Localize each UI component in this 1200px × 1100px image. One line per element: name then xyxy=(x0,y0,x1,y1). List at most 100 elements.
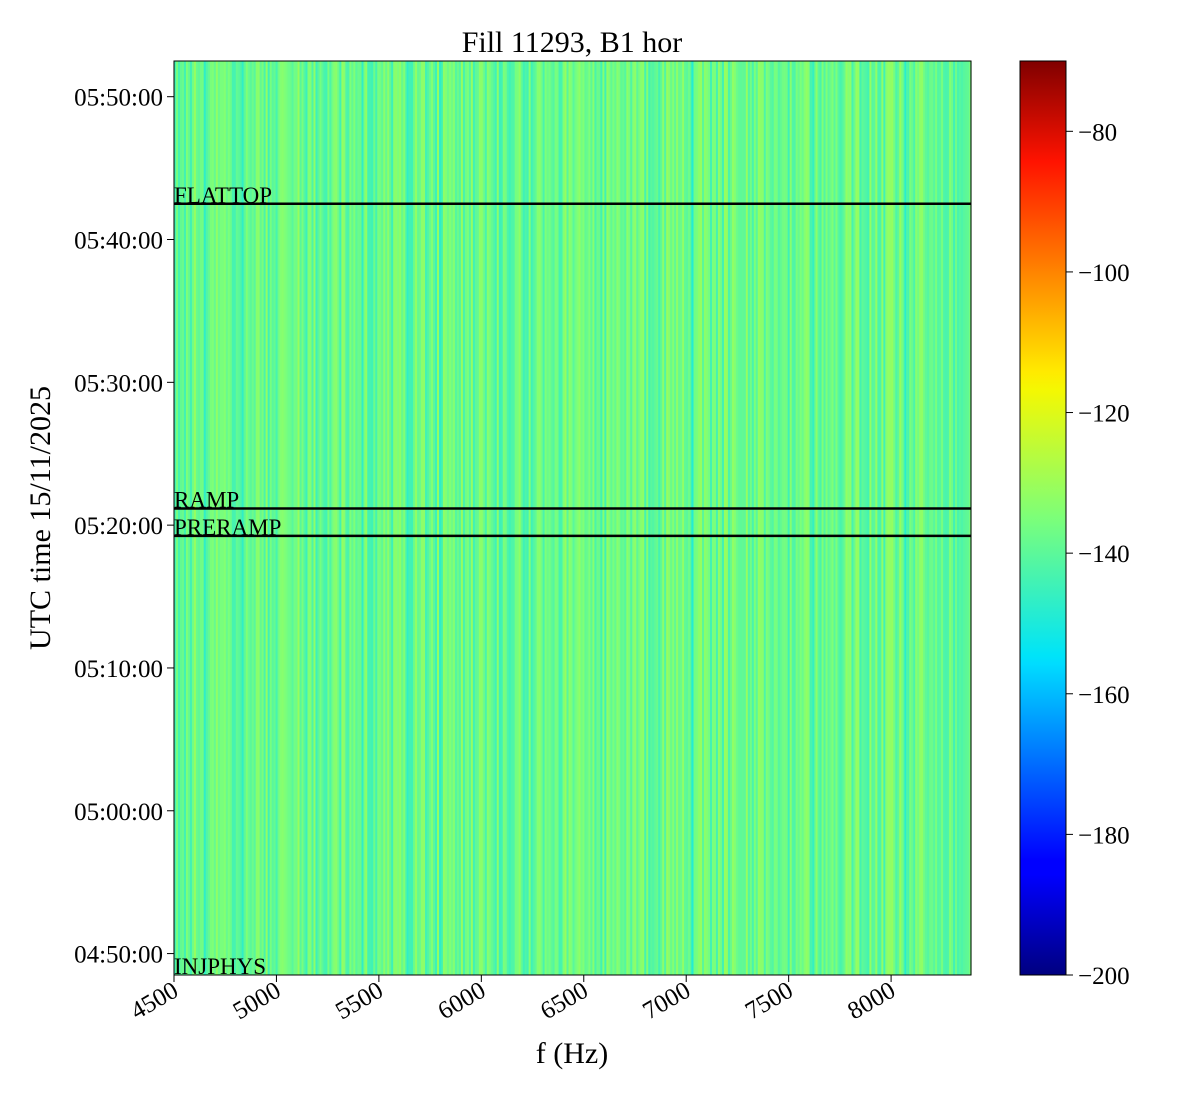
x-tick-label: 6000 xyxy=(434,977,491,1025)
heatmap-column xyxy=(548,61,552,975)
heatmap-column xyxy=(578,61,582,975)
heatmap-column xyxy=(560,61,564,975)
x-tick-label: 7500 xyxy=(741,977,798,1025)
heatmap-column xyxy=(853,61,857,975)
heatmap-column xyxy=(393,61,396,975)
heatmap-column xyxy=(520,61,524,975)
heatmap-column xyxy=(823,61,827,975)
heatmap-column xyxy=(375,61,378,975)
heatmap-column xyxy=(387,61,390,975)
y-tick-label: 05:30:00 xyxy=(74,370,163,397)
colorbar-tick-label: −140 xyxy=(1078,541,1130,568)
heatmap-column xyxy=(624,61,627,975)
heatmap-column xyxy=(442,61,446,975)
heatmap-column xyxy=(797,61,801,975)
heatmap-column xyxy=(275,61,279,975)
heatmap-column xyxy=(215,61,219,975)
heatmap-column xyxy=(622,61,625,975)
heatmap-column xyxy=(805,61,809,975)
colorbar-tick-label: −200 xyxy=(1078,963,1130,990)
heatmap-column xyxy=(359,61,362,975)
heatmap-column xyxy=(889,61,892,975)
heatmap-column xyxy=(939,61,942,975)
heatmap-column xyxy=(508,61,512,975)
heatmap-column xyxy=(929,61,932,975)
heatmap-column xyxy=(389,61,392,975)
heatmap-column xyxy=(680,61,683,975)
heatmap-column xyxy=(616,61,619,975)
heatmap-column xyxy=(867,61,870,975)
heatmap-column xyxy=(909,61,912,975)
heatmap-column xyxy=(177,61,181,975)
heatmap-column xyxy=(841,61,845,975)
y-tick-label: 05:00:00 xyxy=(74,799,163,826)
heatmap-column xyxy=(711,61,715,975)
heatmap-column xyxy=(905,61,908,975)
heatmap-column xyxy=(355,61,358,975)
heatmap-column xyxy=(947,61,950,975)
heatmap-column xyxy=(476,61,480,975)
heatmap-column xyxy=(801,61,805,975)
heatmap-column xyxy=(664,61,667,975)
heatmap-column xyxy=(279,61,283,975)
heatmap-column xyxy=(536,61,540,975)
colorbar: −200 −180 −160 −140 −120 −100 −80 xyxy=(1019,60,1130,990)
heatmap-column xyxy=(437,61,440,975)
heatmap-column xyxy=(496,61,500,975)
y-tick-label: 05:40:00 xyxy=(74,228,163,255)
heatmap-column xyxy=(729,61,733,975)
heatmap-column xyxy=(205,61,209,975)
heatmap-column xyxy=(341,61,344,975)
heatmap-column xyxy=(803,61,807,975)
heatmap-column xyxy=(255,61,259,975)
heatmap-column xyxy=(636,61,639,975)
heatmap-column xyxy=(741,61,745,975)
heatmap-column xyxy=(725,61,729,975)
heatmap-column xyxy=(674,61,677,975)
heatmap-column xyxy=(923,61,926,975)
heatmap-column xyxy=(773,61,777,975)
heatmap-column xyxy=(885,61,888,975)
heatmap-column xyxy=(682,61,685,975)
heatmap-column xyxy=(757,61,761,975)
heatmap-column xyxy=(492,61,496,975)
heatmap-column xyxy=(696,61,699,975)
heatmap-column xyxy=(755,61,759,975)
heatmap-column xyxy=(620,61,623,975)
heatmap-column xyxy=(299,61,303,975)
heatmap-column xyxy=(423,61,426,975)
heatmap-column xyxy=(251,61,255,975)
heatmap-column xyxy=(793,61,797,975)
x-tick-label: 4500 xyxy=(126,977,183,1025)
heatmap-column xyxy=(484,61,488,975)
heatmap-column xyxy=(813,61,817,975)
heatmap-column xyxy=(409,61,412,975)
heatmap-column xyxy=(600,61,603,975)
heatmap-column xyxy=(953,61,956,975)
heatmap-column xyxy=(403,61,406,975)
heatmap-column xyxy=(456,61,460,975)
heatmap-column xyxy=(385,61,388,975)
heatmap-column xyxy=(955,61,958,975)
heatmap-column xyxy=(899,61,902,975)
heatmap-column xyxy=(466,61,470,975)
heatmap-column xyxy=(472,61,476,975)
heatmap-column xyxy=(454,61,458,975)
heatmap-column xyxy=(343,61,346,975)
heatmap-column xyxy=(462,61,466,975)
y-axis-ticks: 04:50:00 05:00:00 05:10:00 05:20:00 05:30:00… xyxy=(74,85,174,969)
heatmap-column xyxy=(799,61,803,975)
heatmap-column xyxy=(610,61,613,975)
heatmap-column xyxy=(785,61,789,975)
heatmap-column xyxy=(253,61,257,975)
heatmap-column xyxy=(287,61,291,975)
heatmap-column xyxy=(875,61,878,975)
heatmap-column xyxy=(839,61,843,975)
heatmap-column xyxy=(247,61,251,975)
heatmap-column xyxy=(397,61,400,975)
heatmap-column xyxy=(807,61,811,975)
heatmap-column xyxy=(707,61,711,975)
heatmap-column xyxy=(608,61,611,975)
heatmap-column xyxy=(285,61,289,975)
heatmap-column xyxy=(642,61,645,975)
